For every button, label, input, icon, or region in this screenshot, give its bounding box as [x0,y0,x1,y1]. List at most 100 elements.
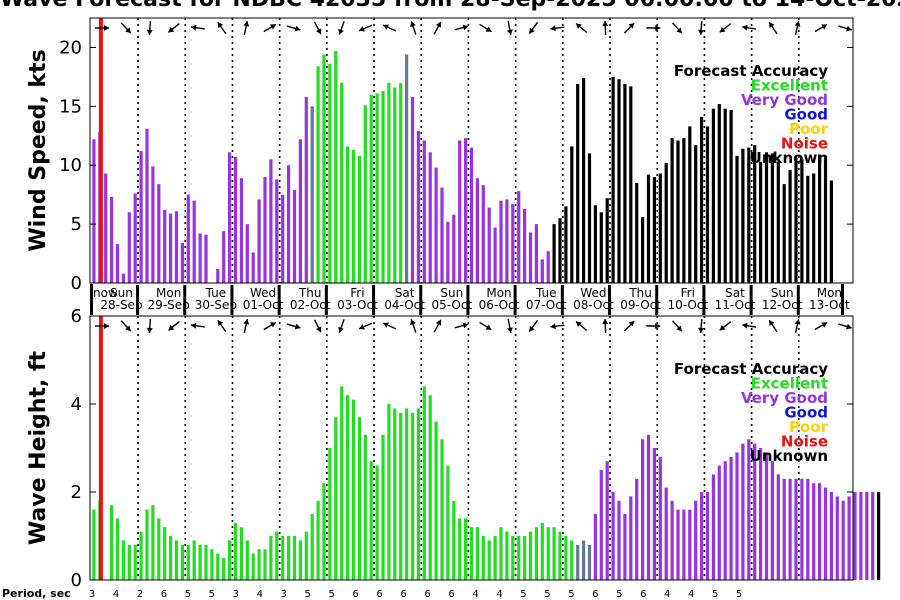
legend-item: Poor [789,120,829,138]
bar [316,500,320,580]
bar [469,527,474,580]
bar [759,448,763,580]
day-divider [796,285,800,315]
bar [658,173,662,283]
direction-arrow-head [315,28,322,35]
direction-arrow-icon [506,20,513,36]
direction-arrow-icon [410,21,417,35]
direction-arrow-icon [838,25,852,32]
bar [694,145,698,283]
bar [794,478,798,580]
direction-arrow-head [602,319,609,325]
chart-title: & Wave Forecast for NDBC 42035 from 28-S… [0,0,900,12]
bar [800,159,804,283]
bar [705,126,710,284]
day-label: Tue [535,286,557,300]
bar [269,159,273,283]
day-divider [230,285,234,315]
bar [617,500,621,580]
day-label: Mon [817,286,842,300]
bar [523,208,527,283]
bar [328,63,332,284]
direction-arrow-head [742,322,748,329]
bar [310,514,314,580]
direction-arrow-icon [550,323,565,330]
bar [92,509,96,580]
bar [587,153,592,283]
bar [546,527,550,580]
day-label: Wed [580,286,606,300]
bar [216,553,220,580]
day-divider [749,285,753,315]
direction-arrow-head [359,324,365,330]
direction-arrow-icon [602,20,609,36]
bar [163,527,167,580]
bar [239,527,243,580]
legend-item: Very Good [741,389,828,407]
bar [646,174,651,283]
bar [635,182,639,283]
direction-arrow-head [529,325,535,332]
bar [487,540,491,580]
bar [357,417,361,580]
bar [340,82,344,283]
day-divider [560,285,564,315]
date-label: 05-Oct [431,298,472,312]
bar [174,211,179,283]
bar [292,190,297,283]
direction-arrow-head [125,325,131,332]
bar [511,204,515,283]
direction-arrow-icon [433,319,442,333]
bar [422,386,426,580]
day-label: Fri [681,286,695,300]
bar [587,544,592,580]
bar [434,167,438,283]
bar [275,179,279,283]
direction-arrow-head [190,322,197,329]
bar [705,492,710,580]
direction-arrow-icon [217,319,227,333]
bar [251,553,255,580]
bar [239,178,243,283]
bar [393,408,397,580]
direction-arrow-head [821,322,828,328]
bar [263,549,267,580]
period-row: Period, sec 3 4 2 6 5 5 3 4 3 5 5 6 6 6 6 6 4 4 5 5 5 6 5 6 4 4 5 5 [2,587,742,600]
bar [646,434,651,580]
day-label: Tue [205,286,227,300]
bar [257,549,261,580]
bar [381,434,385,580]
bar [841,500,845,580]
period-value: 5 [329,589,335,600]
bar [375,93,379,284]
direction-arrow-head [698,29,705,35]
direction-arrow-icon [243,319,250,333]
bar [611,76,615,284]
date-label: 11-Oct [715,298,756,312]
direction-arrow-icon [646,25,661,32]
period-value: 5 [209,589,215,600]
bar [605,461,609,580]
legend-item: Excellent [751,77,828,95]
direction-arrow-head [529,27,535,34]
y-tick-label: 0 [71,570,82,591]
bar [670,500,674,580]
y-tick-label: 4 [71,394,82,415]
bar [829,492,833,580]
bar [652,448,656,580]
direction-arrow-icon [742,322,757,329]
bar [287,165,291,283]
bar [818,154,822,283]
bar [269,536,273,580]
bar [464,138,468,283]
bar [540,259,544,283]
direction-arrow-icon [623,320,635,332]
bar [623,514,627,580]
bar [753,443,757,580]
bar [169,213,173,283]
direction-arrow-head [359,26,365,32]
bar [782,478,786,580]
bar [351,399,356,580]
y-tick-label: 2 [71,482,82,503]
bar [469,147,474,283]
